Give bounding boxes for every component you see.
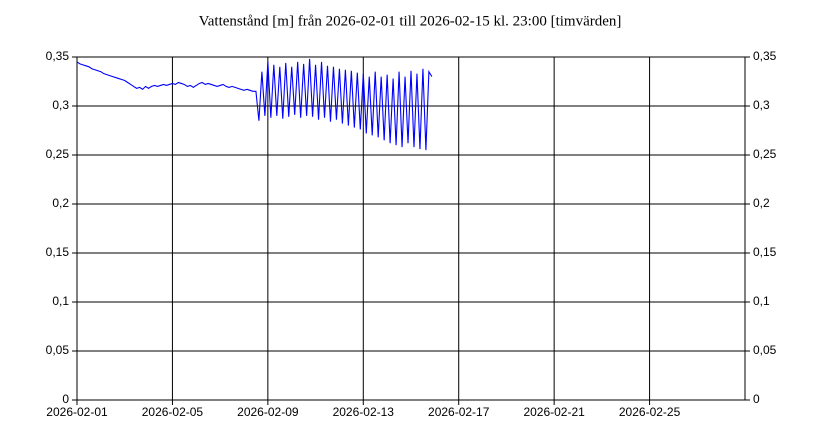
- y-tick-label: 0,1: [52, 294, 69, 308]
- y2-tick-label: 0,25: [753, 147, 777, 161]
- y-tick-label: 0,3: [52, 98, 69, 112]
- data-line: [76, 58, 433, 151]
- x-tick-label: 2026-02-05: [142, 405, 204, 419]
- x-tick-label: 2026-02-09: [237, 405, 299, 419]
- x-tick-label: 2026-02-21: [523, 405, 585, 419]
- chart-title: Vattenstånd [m] från 2026-02-01 till 202…: [199, 13, 622, 29]
- y-tick-label: 0: [62, 392, 69, 406]
- y2-tick-label: 0,1: [753, 294, 770, 308]
- x-tick-label: 2026-02-25: [619, 405, 681, 419]
- x-tick-label: 2026-02-13: [333, 405, 395, 419]
- y2-tick-label: 0,15: [753, 245, 777, 259]
- y2-tick-label: 0: [753, 392, 760, 406]
- y2-tick-label: 0,35: [753, 49, 777, 63]
- y2-tick-label: 0,3: [753, 98, 770, 112]
- y-tick-label: 0,15: [46, 245, 70, 259]
- y2-tick-label: 0,05: [753, 343, 777, 357]
- y-tick-label: 0,2: [52, 196, 69, 210]
- y-tick-label: 0,25: [46, 147, 70, 161]
- x-tick-label: 2026-02-17: [428, 405, 490, 419]
- y2-tick-label: 0,2: [753, 196, 770, 210]
- plot-frame: [76, 56, 746, 401]
- x-tick-label: 2026-02-01: [46, 405, 108, 419]
- y-tick-label: 0,05: [46, 343, 70, 357]
- y-tick-label: 0,35: [46, 49, 70, 63]
